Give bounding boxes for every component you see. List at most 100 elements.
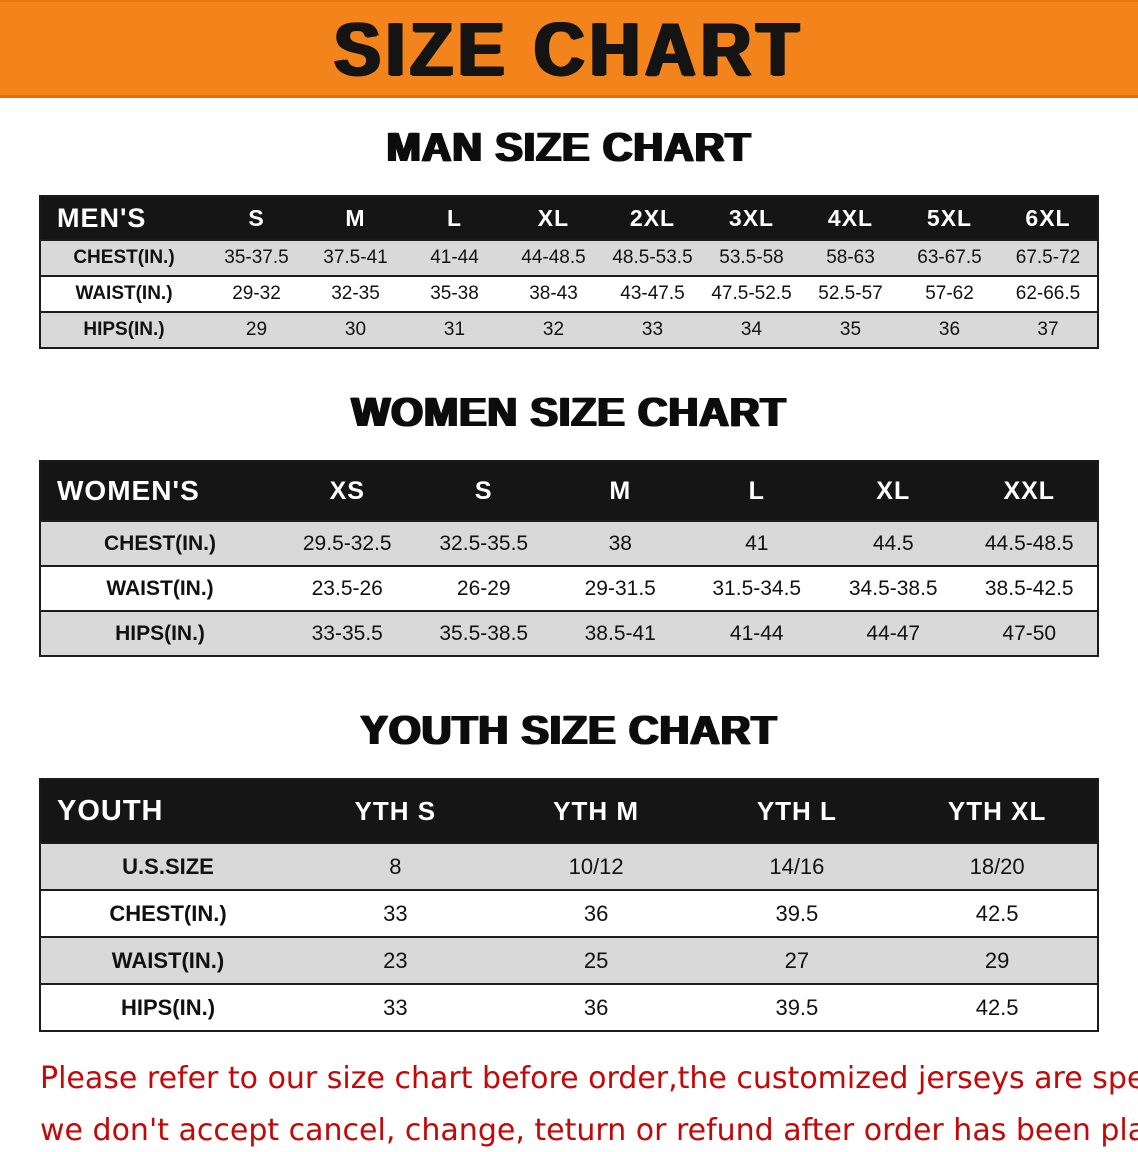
men-size-table: MEN'S S M L XL 2XL 3XL 4XL 5XL 6XL CHEST(IN.) 35-37… <box>39 195 1099 349</box>
table-corner-label: WOMEN'S <box>57 475 200 506</box>
column-header: XS <box>329 476 365 505</box>
table-row: HIPS(IN.) 33-35.5 35.5-38.5 38.5-41 41-44 44-… <box>40 611 1098 656</box>
size-cell: 32 <box>542 319 565 340</box>
table-row: WAIST(IN.) 29-32 32-35 35-38 38-43 43-47.5 47.… <box>40 276 1098 312</box>
size-cell: 67.5-72 <box>1015 247 1081 268</box>
size-cell: 44.5-48.5 <box>984 531 1074 555</box>
size-cell: 44-47 <box>866 621 921 645</box>
size-cell: 33-35.5 <box>311 621 383 645</box>
column-header: 3XL <box>728 204 775 231</box>
table-row: CHEST(IN.) 35-37.5 37.5-41 41-44 44-48.5 48.5… <box>40 240 1098 276</box>
size-cell: 38.5-41 <box>584 621 656 645</box>
size-cell: 37.5-41 <box>323 247 388 268</box>
column-header: 4XL <box>827 204 874 231</box>
notice-line-1: Please refer to our size chart before or… <box>40 1061 1138 1096</box>
table-row: U.S.SIZE 8 10/12 14/16 18/20 <box>40 843 1098 890</box>
size-cell: 23 <box>383 947 408 973</box>
page-title: SIZE CHART <box>334 6 804 91</box>
size-cell: 30 <box>344 319 367 340</box>
table-row: CHEST(IN.) 33 36 39.5 42.5 <box>40 890 1098 937</box>
table-row: HIPS(IN.) 29 30 31 32 33 34 35 36 37 <box>40 312 1098 348</box>
size-cell: 34 <box>740 319 763 340</box>
size-cell: 31 <box>443 319 466 340</box>
size-cell: 36 <box>583 900 609 926</box>
size-cell: 10/12 <box>568 853 624 879</box>
men-size-section: MAN SIZE CHART MEN'S S M L XL 2XL 3XL 4XL 5XL 6XL… <box>0 124 1138 349</box>
size-cell: 42.5 <box>975 994 1019 1020</box>
column-header: L <box>446 204 463 231</box>
table-row: WAIST(IN.) 23 25 27 29 <box>40 937 1098 984</box>
column-header: XL <box>876 476 911 505</box>
size-cell: 31.5-34.5 <box>712 576 802 600</box>
men-section-heading: MAN SIZE CHART <box>386 124 752 170</box>
row-label: WAIST(IN.) <box>111 947 225 973</box>
row-label: CHEST(IN.) <box>104 531 216 555</box>
size-cell: 23.5-26 <box>311 576 383 600</box>
row-label: HIPS(IN.) <box>83 319 165 340</box>
table-header-row: MEN'S S M L XL 2XL 3XL 4XL 5XL 6XL <box>40 196 1098 240</box>
women-size-table: WOMEN'S XS S M L XL XXL CHEST(IN.) 29.5-32.5 32.5… <box>39 460 1099 657</box>
notice-line-2: we don't accept cancel, change, teturn o… <box>40 1112 1138 1148</box>
size-cell: 33 <box>641 319 664 340</box>
size-cell: 25 <box>583 947 609 973</box>
row-label: HIPS(IN.) <box>115 621 205 645</box>
table-row: WAIST(IN.) 23.5-26 26-29 29-31.5 31.5-34.5 34… <box>40 566 1098 611</box>
size-cell: 36 <box>583 994 609 1020</box>
column-header: XXL <box>1003 476 1056 505</box>
size-cell: 35-37.5 <box>224 247 289 268</box>
table-row: HIPS(IN.) 33 36 39.5 42.5 <box>40 984 1098 1031</box>
column-header: S <box>474 476 493 505</box>
column-header: M <box>345 204 366 231</box>
column-header: YTH S <box>354 795 437 826</box>
table-corner-label: MEN'S <box>57 202 147 233</box>
size-cell: 57-62 <box>925 283 974 304</box>
size-cell: 47-50 <box>1002 621 1057 645</box>
footer-notice: Please refer to our size chart before or… <box>40 1058 1138 1152</box>
row-label: U.S.SIZE <box>122 853 214 879</box>
size-cell: 35 <box>839 319 862 340</box>
size-cell: 38-43 <box>529 283 578 304</box>
column-header: XL <box>537 204 570 231</box>
size-cell: 53.5-58 <box>719 247 784 268</box>
size-cell: 33 <box>383 900 408 926</box>
table-header-row: WOMEN'S XS S M L XL XXL <box>40 461 1098 521</box>
women-section-heading: WOMEN SIZE CHART <box>351 389 787 435</box>
size-cell: 39.5 <box>775 900 819 926</box>
column-header: S <box>248 204 265 231</box>
size-cell: 35.5-38.5 <box>439 621 529 645</box>
column-header: YTH XL <box>947 795 1047 826</box>
column-header: 6XL <box>1025 204 1071 231</box>
row-label: CHEST(IN.) <box>109 900 227 926</box>
size-cell: 41-44 <box>430 247 479 268</box>
table-corner-label: YOUTH <box>57 794 164 827</box>
youth-section-heading: YOUTH SIZE CHART <box>360 707 778 753</box>
row-label: CHEST(IN.) <box>73 247 175 268</box>
size-cell: 32.5-35.5 <box>439 531 529 555</box>
row-label: HIPS(IN.) <box>120 994 216 1020</box>
table-header-row: YOUTH YTH S YTH M YTH L YTH XL <box>40 779 1098 843</box>
column-header: 5XL <box>926 204 973 231</box>
size-cell: 33 <box>383 994 408 1020</box>
size-cell: 8 <box>389 853 402 879</box>
size-cell: 62-66.5 <box>1015 283 1081 304</box>
size-cell: 38.5-42.5 <box>984 576 1074 600</box>
size-cell: 29.5-32.5 <box>302 531 392 555</box>
size-cell: 14/16 <box>769 853 825 879</box>
size-cell: 41 <box>745 531 769 555</box>
size-cell: 41-44 <box>729 621 784 645</box>
column-header: YTH M <box>553 795 640 826</box>
column-header: M <box>609 476 632 505</box>
youth-size-section: YOUTH SIZE CHART YOUTH YTH S YTH M YTH L YTH… <box>0 707 1138 1032</box>
size-cell: 47.5-52.5 <box>711 283 792 304</box>
row-label: WAIST(IN.) <box>75 283 173 304</box>
women-size-section: WOMEN SIZE CHART WOMEN'S XS S M L XL XXL CHEST(… <box>0 389 1138 657</box>
size-cell: 42.5 <box>975 900 1019 926</box>
size-cell: 29 <box>984 947 1010 973</box>
size-cell: 36 <box>938 319 961 340</box>
youth-size-table: YOUTH YTH S YTH M YTH L YTH XL U.S.SIZE 8 10/12… <box>39 778 1099 1032</box>
size-cell: 44-48.5 <box>521 247 586 268</box>
size-cell: 29-31.5 <box>584 576 656 600</box>
size-cell: 29-32 <box>232 283 281 304</box>
size-cell: 26-29 <box>456 576 511 600</box>
size-cell: 27 <box>784 947 810 973</box>
